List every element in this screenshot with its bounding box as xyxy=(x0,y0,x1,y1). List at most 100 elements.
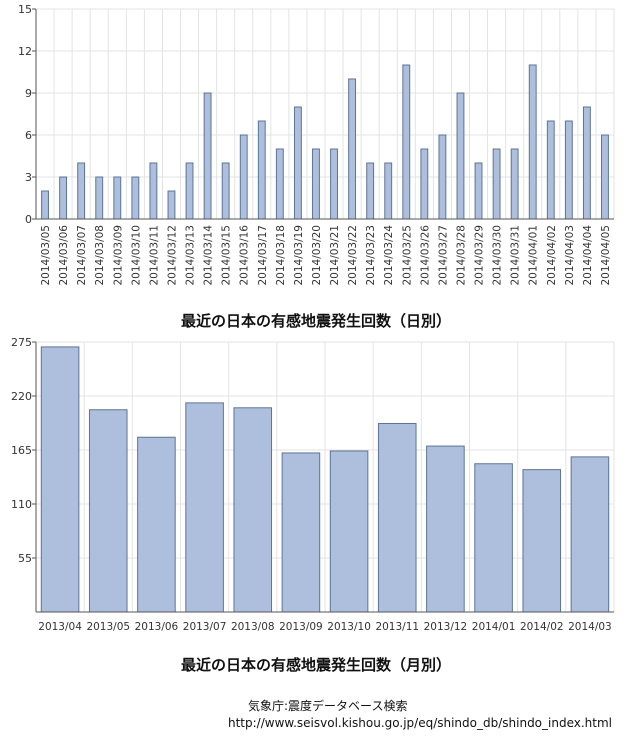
bar xyxy=(474,162,483,220)
x-tick-label: 2014/03/11 xyxy=(148,225,160,286)
source-url[interactable]: http://www.seisvol.kishou.go.jp/eq/shind… xyxy=(228,716,612,730)
bar xyxy=(185,162,194,220)
bar xyxy=(438,134,447,220)
x-tick-label: 2014/03/15 xyxy=(221,225,233,286)
bar xyxy=(377,422,417,613)
bar xyxy=(41,190,49,220)
monthly-earthquake-chart: 55 110 165 220 275 2013/04 2013/05 2013/06 2013… xyxy=(11,336,615,674)
x-tick-label: 2013/12 xyxy=(424,621,468,633)
x-tick-label: 2014/04/01 xyxy=(528,225,540,286)
bar xyxy=(474,463,513,613)
x-tick-label: 2014/03/28 xyxy=(455,225,467,286)
x-tick-label: 2014/04/02 xyxy=(546,225,558,286)
x-tick-label: 2014/03/14 xyxy=(203,225,215,286)
y-tick-label: 15 xyxy=(18,3,32,16)
x-tick-label: 2014/03/08 xyxy=(94,225,106,286)
x-tick-label: 2014/03/24 xyxy=(383,225,395,286)
x-tick-label: 2013/07 xyxy=(183,621,227,633)
bar xyxy=(113,176,122,220)
x-tick-label: 2014/03/21 xyxy=(329,225,341,286)
x-tick-label: 2013/05 xyxy=(86,621,130,633)
bar xyxy=(131,176,140,220)
bar xyxy=(522,469,562,613)
x-tick-label: 2014/03/09 xyxy=(112,225,124,286)
x-tick-label: 2014/03/13 xyxy=(185,225,197,286)
bar xyxy=(426,445,465,613)
x-tick-label: 2014/03/31 xyxy=(510,225,522,286)
x-tick-label: 2013/10 xyxy=(327,621,371,633)
bar xyxy=(221,162,230,220)
bar xyxy=(402,64,411,220)
y-tick-label: 110 xyxy=(11,498,32,511)
x-tick-label: 2013/06 xyxy=(135,621,179,633)
bar xyxy=(330,148,338,220)
x-tick-label: 2014/04/04 xyxy=(582,225,594,286)
y-tick-label: 6 xyxy=(25,129,32,142)
y-tick-label: 220 xyxy=(11,390,32,403)
bar xyxy=(384,162,393,220)
bar xyxy=(329,450,369,613)
bar xyxy=(293,106,302,220)
bar xyxy=(233,407,273,613)
y-tick-label: 3 xyxy=(25,171,32,184)
source-name: 気象庁:震度データベース検索 xyxy=(248,699,408,713)
daily-chart-title: 最近の日本の有感地震発生回数（日別） xyxy=(181,312,451,330)
bar xyxy=(40,346,80,613)
x-tick-label: 2014/04/05 xyxy=(600,225,612,286)
bar xyxy=(582,106,591,220)
y-tick-label: 9 xyxy=(25,87,32,100)
x-tick-label: 2014/03/05 xyxy=(40,225,52,286)
y-tick-label: 12 xyxy=(18,45,32,58)
data-source-note: 気象庁:震度データベース検索 http://www.seisvol.kishou… xyxy=(228,698,628,732)
monthly-chart-title: 最近の日本の有感地震発生回数（月別） xyxy=(181,656,451,674)
bar xyxy=(95,176,104,220)
bar xyxy=(239,134,248,220)
x-tick-label: 2014/03/18 xyxy=(275,225,287,286)
x-tick-label: 2014/03/25 xyxy=(401,225,413,286)
x-tick-label: 2014/03/17 xyxy=(257,225,269,286)
bar xyxy=(59,176,68,220)
bar xyxy=(185,402,224,613)
x-tick-label: 2014/03 xyxy=(568,621,612,633)
x-tick-label: 2014/03/30 xyxy=(492,225,504,286)
y-tick-label: 55 xyxy=(18,552,32,565)
x-tick-label: 2014/03/10 xyxy=(130,225,142,286)
bar xyxy=(528,64,537,220)
bar xyxy=(312,148,320,220)
x-tick-label: 2014/03/12 xyxy=(166,225,178,286)
x-tick-label: 2014/01 xyxy=(472,621,516,633)
bar xyxy=(420,148,429,220)
x-tick-label: 2014/04/03 xyxy=(564,225,576,286)
bar xyxy=(456,92,465,220)
x-tick-label: 2013/11 xyxy=(375,621,419,633)
bar xyxy=(203,92,212,220)
bar xyxy=(88,409,128,613)
bar xyxy=(601,134,609,220)
x-tick-label: 2014/03/16 xyxy=(239,225,251,286)
daily-earthquake-chart: 0 3 6 9 12 15 2014/03/05 2014/03/06 2014/03/07 2… xyxy=(18,3,615,330)
bar xyxy=(257,120,266,220)
bar xyxy=(281,452,321,613)
x-tick-label: 2014/03/27 xyxy=(437,225,449,286)
x-tick-label: 2014/03/22 xyxy=(347,225,359,286)
x-tick-label: 2014/03/19 xyxy=(293,225,305,286)
x-tick-label: 2014/02 xyxy=(520,621,564,633)
bar xyxy=(348,78,357,220)
bar xyxy=(275,148,284,220)
x-tick-label: 2014/03/23 xyxy=(365,225,377,286)
bar xyxy=(492,148,501,220)
y-tick-label: 0 xyxy=(25,213,32,226)
bar xyxy=(570,456,610,613)
x-tick-label: 2014/03/29 xyxy=(474,225,486,286)
bar xyxy=(137,436,176,613)
x-tick-label: 2014/03/07 xyxy=(76,225,88,286)
x-tick-label: 2013/04 xyxy=(38,621,82,633)
x-tick-label: 2014/03/20 xyxy=(311,225,323,286)
y-tick-label: 275 xyxy=(11,336,32,349)
bar xyxy=(546,120,555,220)
bar xyxy=(77,162,86,220)
x-tick-label: 2013/08 xyxy=(231,621,275,633)
x-tick-label: 2014/03/26 xyxy=(419,225,431,286)
x-tick-label: 2014/03/06 xyxy=(58,225,70,286)
bar xyxy=(366,162,375,220)
